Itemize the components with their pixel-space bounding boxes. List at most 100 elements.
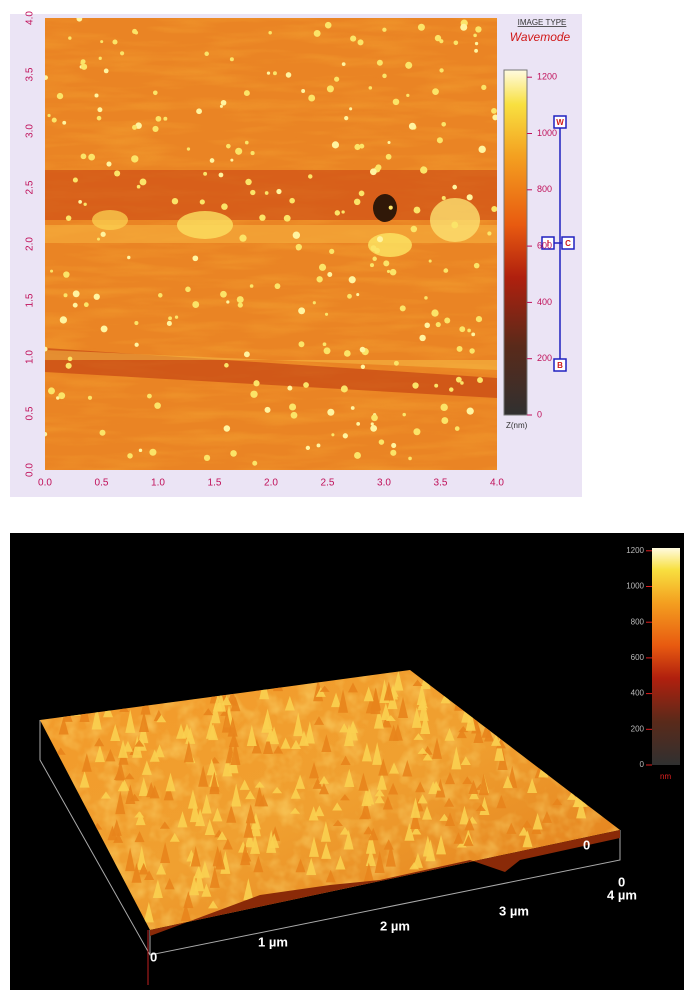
grain <box>73 303 78 308</box>
grain <box>153 90 158 95</box>
grain <box>101 232 106 237</box>
grain <box>387 270 390 273</box>
grain <box>393 99 400 106</box>
grain <box>230 450 237 457</box>
grain <box>135 343 139 347</box>
x-tick-label: 4.0 <box>490 478 504 489</box>
grain <box>451 222 458 229</box>
grain <box>456 377 462 383</box>
colorbar-tick-label: 400 <box>631 689 645 698</box>
grain <box>442 196 446 200</box>
grain <box>469 348 474 353</box>
grain <box>436 322 441 327</box>
grain <box>400 305 406 311</box>
axis-label: 3 µm <box>499 903 529 918</box>
colorbar-tick-label: 200 <box>537 353 552 363</box>
grain <box>452 185 457 190</box>
grain <box>131 155 138 162</box>
y-tick-label: 1.0 <box>25 350 36 364</box>
grain <box>460 24 467 31</box>
grain <box>356 293 359 296</box>
grain <box>289 198 295 204</box>
afm-height-image <box>43 16 498 470</box>
x-tick-label: 1.0 <box>151 478 165 489</box>
grain <box>293 232 300 239</box>
grain <box>114 170 120 176</box>
grain <box>134 31 138 35</box>
grain <box>137 185 141 189</box>
grain <box>73 177 78 182</box>
grain <box>354 452 361 459</box>
colorbar-tick-label: 0 <box>640 760 645 769</box>
grain <box>168 316 172 320</box>
grain <box>88 396 92 400</box>
grain <box>200 199 205 204</box>
grain <box>81 64 87 70</box>
grain <box>221 203 228 210</box>
colorbar <box>652 548 680 765</box>
grain <box>104 69 109 74</box>
grain <box>382 74 386 78</box>
grain <box>379 439 385 445</box>
grain <box>100 40 103 43</box>
grain <box>244 90 250 96</box>
grain <box>224 363 229 368</box>
grain <box>459 326 465 332</box>
grain <box>224 425 231 432</box>
grain <box>306 446 310 450</box>
grain <box>175 315 178 318</box>
grain <box>344 116 348 120</box>
grain <box>81 59 86 64</box>
colorbar-unit: Z(nm) <box>506 421 528 430</box>
axis-label: 2 µm <box>380 918 410 933</box>
grain <box>390 269 397 276</box>
grain <box>134 321 138 325</box>
grain <box>250 391 257 398</box>
grain <box>220 105 223 108</box>
grain <box>127 453 132 458</box>
grain <box>358 39 364 45</box>
grain <box>101 325 108 332</box>
grain <box>139 449 142 452</box>
grain <box>432 88 439 95</box>
colorbar-tick-label: 1000 <box>537 128 557 138</box>
grain <box>230 57 234 61</box>
grain <box>323 342 327 346</box>
colorbar-tick-label: 1200 <box>537 72 557 82</box>
grain <box>349 107 352 110</box>
grain <box>276 189 281 194</box>
marker-label: C <box>565 239 571 248</box>
grain <box>239 235 246 242</box>
grain <box>286 72 292 78</box>
grain <box>411 226 418 233</box>
grain <box>152 126 158 132</box>
colorbar-unit: nm <box>660 772 671 781</box>
grain <box>429 260 432 263</box>
grain <box>88 154 95 161</box>
grain <box>361 365 365 369</box>
grain <box>156 116 162 122</box>
grain <box>491 206 497 212</box>
x-tick-label: 0.0 <box>38 478 52 489</box>
grain <box>221 100 227 106</box>
grain <box>252 461 257 466</box>
y-tick-label: 2.5 <box>25 180 36 194</box>
grain <box>420 166 427 173</box>
grain <box>273 71 277 75</box>
grain <box>383 260 389 266</box>
grain <box>314 30 321 37</box>
grain <box>64 293 68 297</box>
grain <box>467 329 471 333</box>
grain <box>406 94 409 97</box>
grain <box>334 77 339 82</box>
grain <box>382 28 386 32</box>
colorbar-tick-label: 1200 <box>626 546 644 555</box>
grain <box>253 380 259 386</box>
grain <box>57 93 63 99</box>
grain <box>172 198 178 204</box>
grain <box>187 147 190 150</box>
grain <box>97 107 102 112</box>
grain <box>371 414 378 421</box>
grain <box>219 173 224 178</box>
grain <box>412 382 418 388</box>
